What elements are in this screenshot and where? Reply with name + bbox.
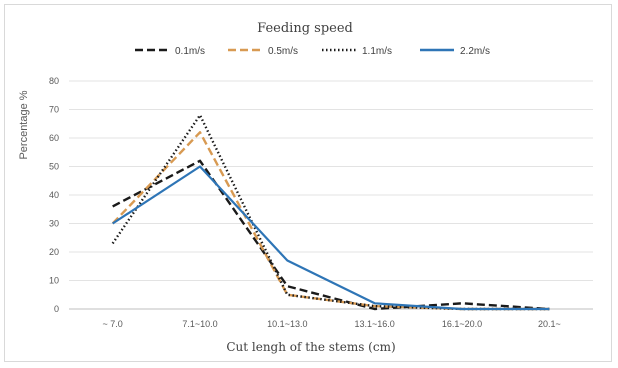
chart-frame: Feeding speed 0.1m/s 0.5m/s 1.1m/s 2.2m/s 0… (4, 4, 612, 362)
y-tick-label: 40 (49, 190, 59, 200)
legend-title: Feeding speed (257, 21, 353, 36)
series-lines (111, 113, 550, 311)
x-tick-label: 7.1~10.0 (182, 319, 217, 329)
legend-label: 0.1m/s (175, 46, 205, 57)
series-line-3 (111, 113, 550, 311)
y-tick-label: 0 (54, 304, 59, 314)
gridlines (69, 80, 593, 310)
series-line-2 (111, 131, 550, 311)
y-tick-label: 70 (49, 105, 59, 115)
x-tick-label: 16.1~20.0 (442, 319, 482, 329)
y-tick-label: 30 (49, 219, 59, 229)
series-line-4 (112, 165, 550, 311)
y-tick-label: 60 (49, 133, 59, 143)
y-tick-label: 20 (49, 247, 59, 257)
y-tick-label: 50 (49, 162, 59, 172)
x-tick-label: 20.1~ (538, 319, 561, 329)
legend-label: 2.2m/s (460, 46, 490, 57)
y-tick-labels: 0 10 20 30 40 50 60 70 80 (49, 76, 59, 314)
legend: Feeding speed 0.1m/s 0.5m/s 1.1m/s 2.2m/s (135, 21, 490, 57)
x-tick-labels: ~ 7.0 7.1~10.0 10.1~13.0 13.1~16.0 16.1~20.0… (103, 319, 561, 329)
y-tick-label: 80 (49, 76, 59, 86)
y-axis-title: Percentage % (18, 90, 30, 159)
x-axis-title: Cut lengh of the stems (cm) (226, 340, 395, 354)
legend-label: 1.1m/s (362, 46, 392, 57)
x-tick-label: 10.1~13.0 (267, 319, 307, 329)
x-tick-label: ~ 7.0 (103, 319, 123, 329)
x-tick-label: 13.1~16.0 (355, 319, 395, 329)
line-chart: Feeding speed 0.1m/s 0.5m/s 1.1m/s 2.2m/s 0… (18, 21, 593, 354)
y-tick-label: 10 (49, 276, 59, 286)
series-line-1 (112, 159, 550, 311)
legend-label: 0.5m/s (268, 46, 298, 57)
